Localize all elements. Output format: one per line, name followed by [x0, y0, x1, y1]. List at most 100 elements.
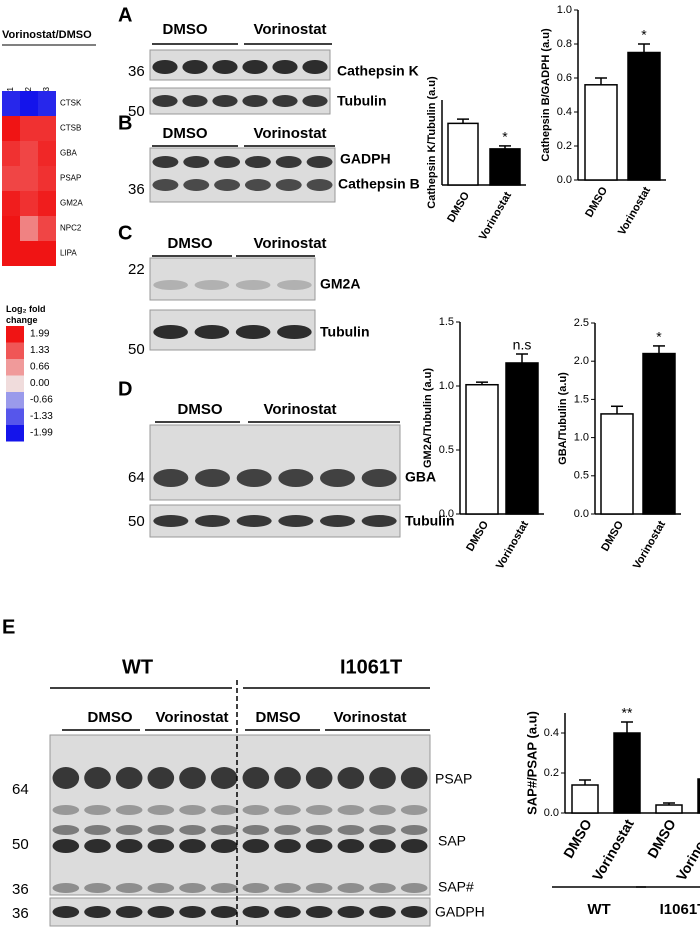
mw-marker: 22	[128, 261, 145, 278]
band	[210, 825, 238, 835]
band	[52, 825, 80, 835]
band	[337, 767, 365, 789]
band	[277, 280, 312, 290]
blot	[49, 734, 431, 896]
legend-label: -0.66	[30, 395, 53, 406]
band	[194, 325, 230, 339]
y-axis-label: GBA/Tubulin (a.u)	[557, 372, 569, 465]
band	[152, 156, 179, 168]
bar	[571, 784, 599, 814]
protein-label: SAP	[438, 833, 466, 849]
blot	[149, 424, 401, 501]
bar	[655, 804, 683, 814]
band	[52, 767, 80, 789]
band	[305, 883, 333, 893]
heatmap-cell	[38, 141, 56, 166]
bar	[505, 362, 539, 515]
x-tick-label: Vorinostat	[494, 519, 531, 572]
band	[361, 515, 397, 527]
band	[305, 839, 333, 853]
condition-label: Vorinostat	[333, 709, 406, 726]
protein-label: GM2A	[320, 276, 360, 292]
band	[179, 906, 206, 918]
band	[277, 325, 312, 339]
band	[274, 883, 301, 893]
y-tick-label: 0.6	[557, 72, 572, 84]
band	[400, 805, 428, 815]
row-label: GBA	[60, 149, 78, 158]
blot	[149, 147, 336, 203]
legend-label: 1.99	[30, 329, 50, 340]
heatmap-cell	[38, 191, 56, 216]
group-label: WT	[122, 656, 153, 678]
condition-label: DMSO	[168, 235, 213, 252]
mw-marker: 36	[12, 881, 29, 898]
heatmap-cell	[38, 216, 56, 241]
protein-label: Cathepsin B	[338, 176, 420, 192]
heatmap-cell	[2, 191, 20, 216]
band	[147, 805, 175, 815]
legend-label: 0.00	[30, 378, 50, 389]
heatmap-cell	[38, 241, 56, 266]
panel-letter: E	[2, 616, 15, 638]
bar	[627, 51, 661, 181]
row-label: CTSK	[60, 99, 82, 108]
band	[369, 839, 396, 853]
band	[179, 825, 206, 835]
bar	[600, 413, 634, 515]
band	[212, 95, 238, 107]
band	[153, 469, 189, 487]
mw-marker: 36	[128, 181, 145, 198]
band	[84, 906, 111, 918]
band	[305, 805, 333, 815]
y-tick-label: 1.5	[439, 316, 454, 328]
condition-label: DMSO	[88, 709, 133, 726]
band	[84, 883, 111, 893]
mw-marker: 64	[12, 781, 29, 798]
band	[400, 767, 428, 789]
y-tick-label: 0.4	[544, 727, 559, 739]
band	[153, 325, 188, 339]
band	[275, 156, 302, 168]
y-tick-label: 0.0	[574, 508, 589, 520]
band	[400, 883, 428, 893]
band	[212, 60, 238, 74]
legend-label: -1.99	[30, 428, 53, 439]
band	[302, 60, 328, 74]
band	[242, 906, 270, 918]
band	[195, 515, 230, 527]
legend-swatch	[6, 342, 24, 359]
blot	[149, 504, 401, 538]
heatmap-cell	[2, 166, 20, 191]
band	[153, 515, 189, 527]
condition-label: Vorinostat	[155, 709, 228, 726]
band	[337, 825, 365, 835]
heatmap-title: Vorinostat/DMSO	[2, 29, 92, 41]
row-label: GM2A	[60, 199, 83, 208]
condition-label: Vorinostat	[253, 235, 326, 252]
x-tick-label: Vorinostat	[616, 185, 653, 238]
band	[274, 825, 301, 835]
group-label: WT	[587, 901, 610, 918]
condition-label: DMSO	[178, 401, 223, 418]
panel-letter: A	[118, 4, 132, 26]
heatmap-cell	[2, 91, 20, 116]
band	[369, 825, 396, 835]
y-tick-label: 1.0	[574, 432, 589, 444]
legend-swatch	[6, 408, 24, 425]
heatmap-cell	[20, 141, 38, 166]
band	[210, 767, 238, 789]
band	[52, 805, 80, 815]
annotation: **	[622, 705, 633, 721]
protein-label: SAP#	[438, 879, 474, 895]
band	[242, 883, 270, 893]
protein-label: GADPH	[340, 151, 391, 167]
bar	[613, 732, 641, 814]
band	[210, 839, 238, 853]
bar	[642, 352, 676, 515]
band	[244, 179, 271, 191]
heatmap-cell	[20, 91, 38, 116]
protein-label: GBA	[405, 469, 436, 485]
band	[242, 60, 268, 74]
band	[183, 179, 210, 191]
